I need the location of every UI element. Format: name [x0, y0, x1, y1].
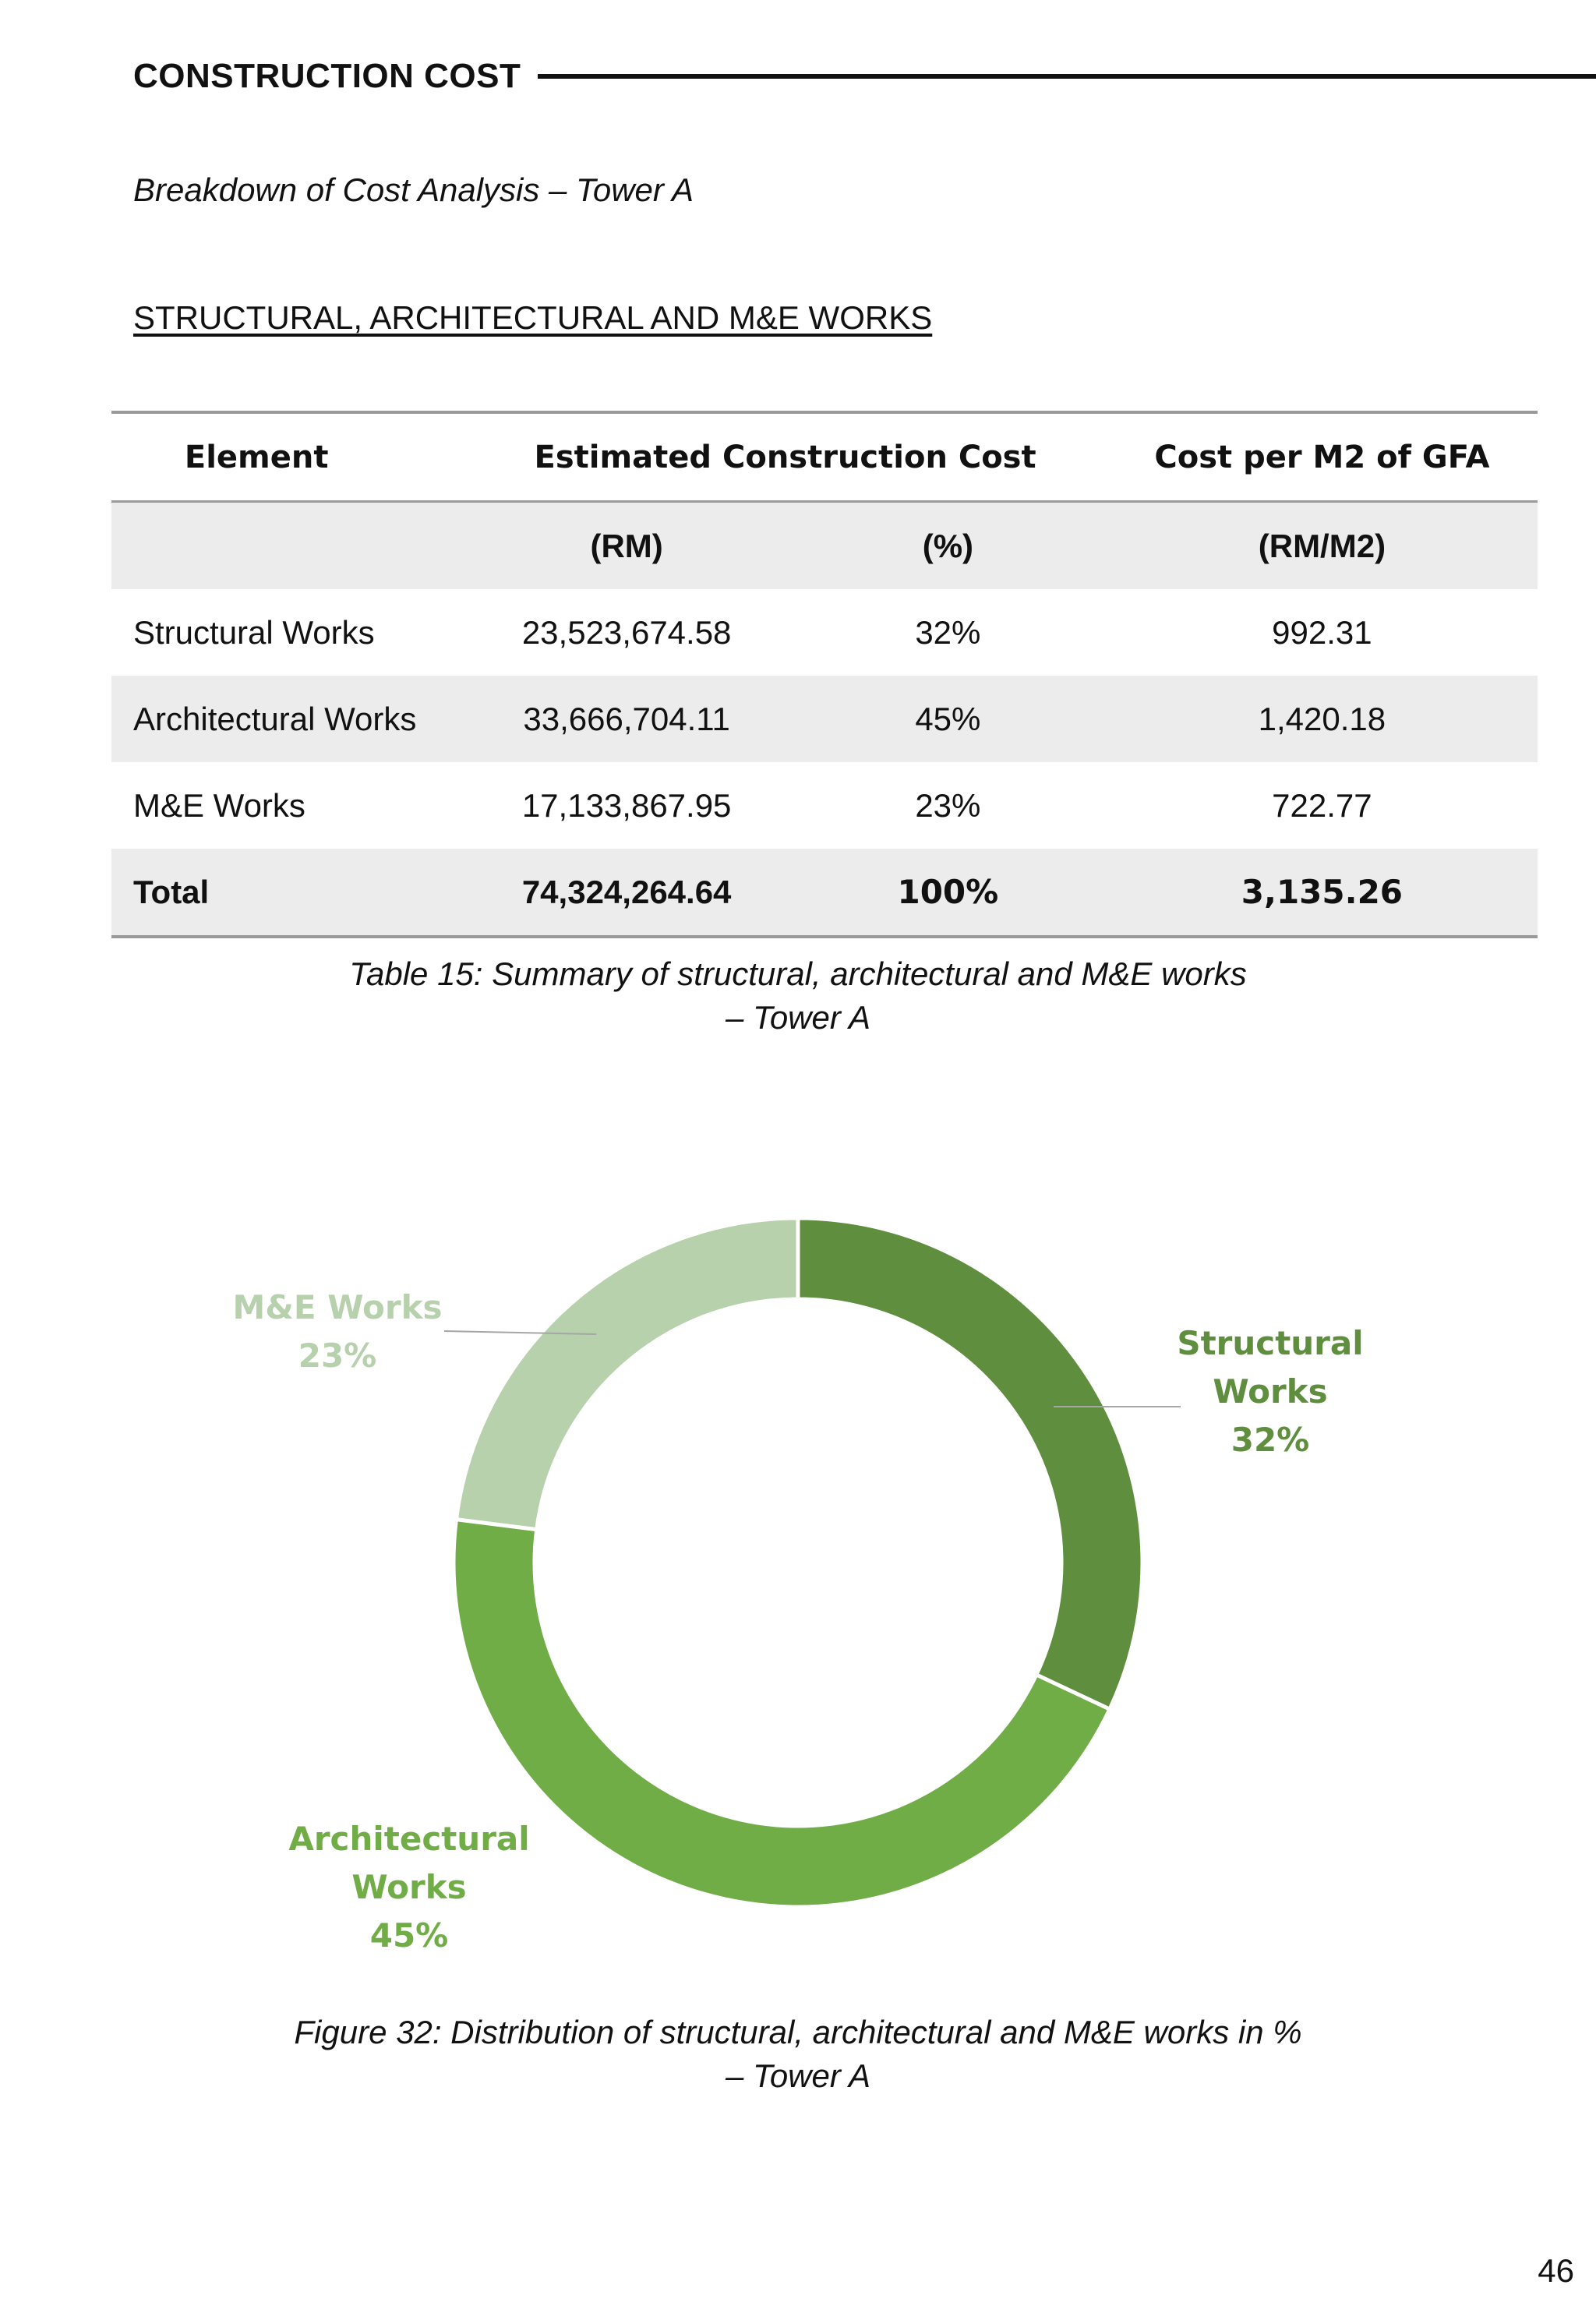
- total-label: Total: [111, 849, 464, 937]
- page-number: 46: [1538, 2252, 1574, 2289]
- total-per-m2: 3,135.26: [1106, 849, 1538, 937]
- row-cost: 17,133,867.95: [521, 786, 732, 824]
- figure-caption-line1: Figure 32: Distribution of structural, a…: [294, 2014, 1302, 2050]
- header-title: CONSTRUCTION COST: [133, 57, 521, 95]
- donut-slice-m-e-works: [454, 1216, 800, 1532]
- table-row: Structural Works 23,523,674.58 32% 992.3…: [111, 589, 1538, 676]
- row-per-m2: 1,420.18: [1106, 676, 1538, 762]
- header-rule: [538, 74, 1596, 79]
- row-percent: 32%: [915, 613, 981, 651]
- row-percent: 23%: [915, 786, 981, 824]
- row-element: Architectural Works: [111, 676, 464, 762]
- row-per-m2: 992.31: [1272, 613, 1372, 651]
- figure-caption-line2: – Tower A: [726, 2057, 870, 2094]
- row-cost: 33,666,704.11: [464, 676, 789, 762]
- row-element: M&E Works: [133, 786, 305, 824]
- row-element: Structural Works: [133, 613, 375, 651]
- section-heading: STRUCTURAL, ARCHITECTURAL AND M&E WORKS: [133, 299, 933, 336]
- unit-rm: (RM): [464, 500, 789, 589]
- table-caption: Table 15: Summary of structural, archite…: [0, 952, 1596, 1040]
- table-caption-line1: Table 15: Summary of structural, archite…: [349, 955, 1247, 992]
- donut-chart: Structural Works 32% Architectural Works 45% M…: [232, 1216, 1364, 1948]
- donut-data-label: Architectural Works 45%: [288, 1820, 529, 1948]
- donut-leader-line: [443, 1330, 597, 1335]
- unit-percent: (%): [789, 500, 1107, 589]
- table-header-row: Element Estimated Construction Cost Cost…: [111, 412, 1538, 502]
- table-total-row: Total 74,324,264.64 100% 3,135.26: [111, 849, 1538, 937]
- table-row: M&E Works 17,133,867.95 23% 722.77: [111, 762, 1538, 849]
- header-estimated-cost: Estimated Construction Cost: [534, 439, 1036, 475]
- figure-caption: Figure 32: Distribution of structural, a…: [0, 2011, 1596, 2098]
- header-cost-per-m2: Cost per M2 of GFA: [1154, 439, 1490, 475]
- table-row: Architectural Works 33,666,704.11 45% 1,…: [111, 676, 1538, 762]
- row-cost: 23,523,674.58: [521, 613, 732, 651]
- donut-slice-structural-works: [796, 1216, 1145, 1712]
- table-units-row: (RM) (%) (RM/M2): [111, 500, 1538, 589]
- row-percent: 45%: [789, 676, 1107, 762]
- total-percent: 100%: [789, 849, 1107, 937]
- table-caption-line2: – Tower A: [726, 999, 870, 1036]
- donut-slice-architectural-works: [451, 1517, 1113, 1909]
- total-cost: 74,324,264.64: [464, 849, 789, 937]
- header-element: Element: [184, 439, 329, 475]
- donut-data-label: Structural Works 32%: [1177, 1324, 1363, 1459]
- unit-rm-per-m2: (RM/M2): [1106, 500, 1538, 589]
- cost-summary-table: Element Estimated Construction Cost Cost…: [111, 411, 1538, 938]
- donut-data-label: M&E Works 23%: [232, 1288, 442, 1375]
- row-per-m2: 722.77: [1272, 786, 1372, 824]
- page-subtitle: Breakdown of Cost Analysis – Tower A: [133, 171, 694, 208]
- page-header: CONSTRUCTION COST: [133, 53, 1596, 100]
